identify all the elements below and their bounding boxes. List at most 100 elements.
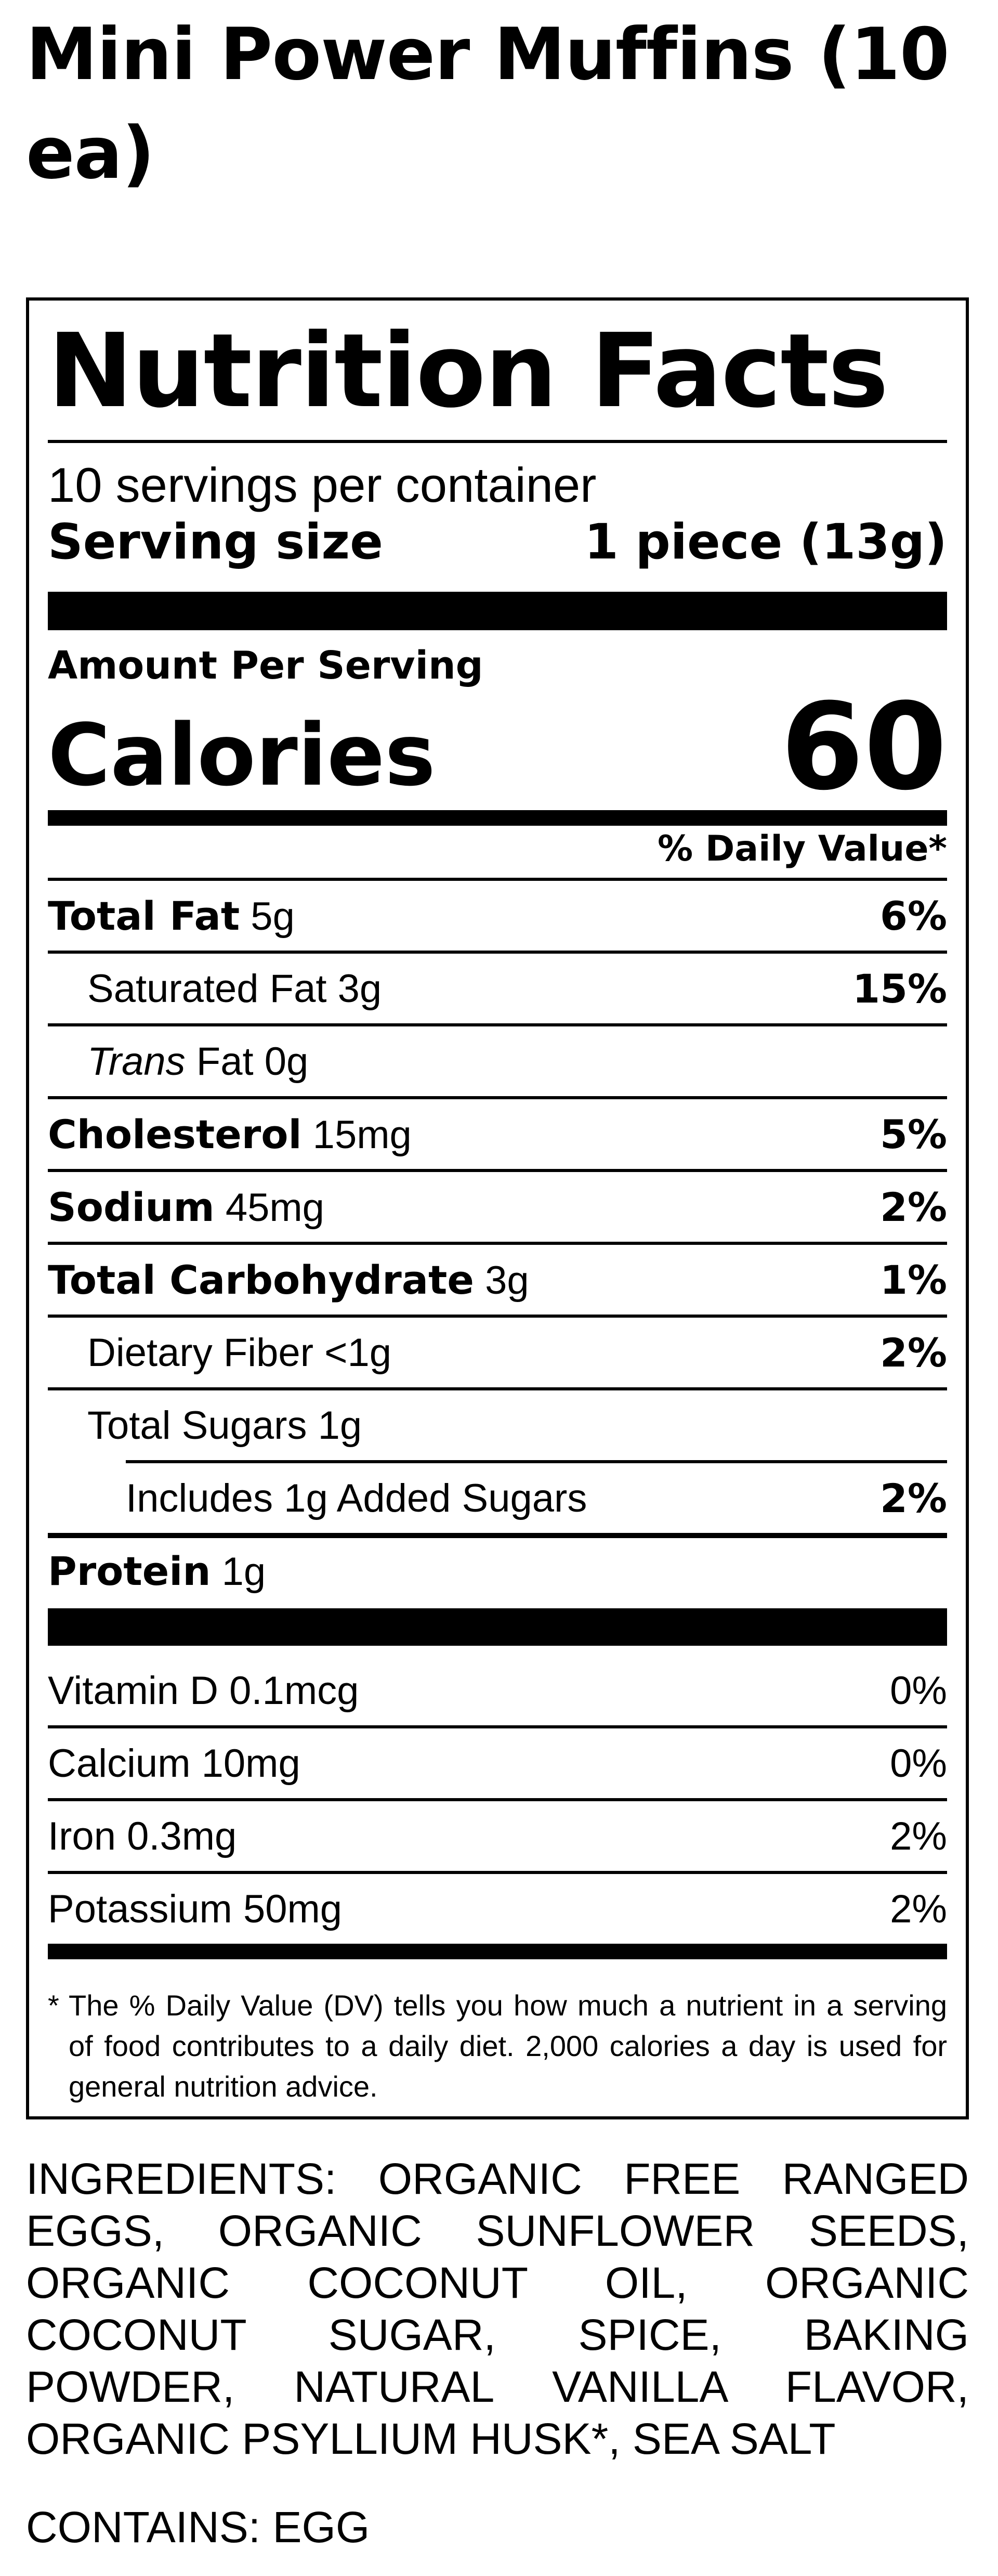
nutrient-name: Includes 1g Added Sugars	[126, 1476, 587, 1520]
vitamin-name: Vitamin D	[48, 1669, 219, 1713]
vitamin-amount: 50mg	[243, 1887, 343, 1931]
nutrient-amount: 1g	[318, 1403, 362, 1448]
row-divider	[48, 1315, 947, 1318]
row-divider	[48, 1725, 947, 1728]
vitamin-name: Iron	[48, 1814, 116, 1858]
vitamin-row-iron: Iron 0.3mg 2%	[48, 1798, 947, 1871]
vitamin-dv: 0%	[890, 1669, 947, 1713]
nutrient-row-dietary-fiber: Dietary Fiber <1g 2%	[48, 1315, 947, 1387]
row-divider	[48, 878, 947, 881]
nutrient-name: Saturated Fat	[87, 967, 327, 1011]
ingredients-list: INGREDIENTS: ORGANIC FREE RANGED EGGS, O…	[26, 2154, 969, 2463]
vitamin-row-calcium: Calcium 10mg 0%	[48, 1725, 947, 1798]
medium-divider	[48, 1944, 947, 1959]
nutrient-dv: 6%	[879, 893, 947, 939]
nutrient-name: Dietary Fiber	[87, 1331, 313, 1375]
nutrient-dv: 1%	[879, 1257, 947, 1303]
calories-value: 60	[780, 678, 947, 817]
nutrient-dv: 2%	[879, 1184, 947, 1230]
nutrient-row-trans-fat: Trans Fat 0g	[48, 1023, 947, 1096]
nutrient-row-sodium: Sodium 45mg 2%	[48, 1169, 947, 1242]
nutrient-row-cholesterol: Cholesterol 15mg 5%	[48, 1096, 947, 1169]
daily-value-header: % Daily Value*	[658, 828, 947, 869]
vitamin-text: Potassium 50mg	[48, 1883, 342, 1935]
row-divider	[48, 1387, 947, 1390]
serving-size-value: 1 piece (13g)	[584, 514, 947, 570]
nutrient-name: Total Fat	[48, 893, 240, 939]
nutrient-name-italic: Trans	[87, 1039, 186, 1084]
row-divider	[48, 1242, 947, 1245]
nutrient-name: Sodium	[48, 1184, 215, 1230]
vitamin-text: Iron 0.3mg	[48, 1811, 237, 1863]
nutrient-amount: <1g	[324, 1331, 392, 1375]
nutrient-name: Fat	[196, 1039, 254, 1084]
allergen-statement: CONTAINS: EGG	[26, 2503, 370, 2552]
nutrient-text: Cholesterol 15mg	[48, 1109, 412, 1161]
nutrient-amount: 15mg	[312, 1113, 412, 1157]
vitamin-name: Potassium	[48, 1887, 232, 1931]
divider	[48, 440, 947, 443]
vitamin-dv: 0%	[890, 1741, 947, 1786]
row-divider	[48, 1533, 947, 1538]
calories-row: Calories 60	[48, 685, 947, 810]
calories-label: Calories	[48, 706, 436, 805]
nutrient-text: Total Fat 5g	[48, 890, 295, 943]
nutrient-amount: 5g	[251, 894, 295, 939]
row-divider	[126, 1460, 947, 1463]
amount-per-serving: Amount Per Serving	[48, 643, 483, 688]
vitamin-row-vitamin-d: Vitamin D 0.1mcg 0%	[48, 1653, 947, 1725]
row-divider	[48, 1871, 947, 1874]
nutrient-text: Saturated Fat 3g	[87, 963, 382, 1015]
nutrient-text: Total Sugars 1g	[87, 1400, 362, 1452]
nutrient-amount: 3g	[485, 1258, 529, 1303]
nutrient-dv: 2%	[879, 1330, 947, 1376]
daily-value-footnote: * The % Daily Value (DV) tells you how m…	[48, 1985, 947, 2107]
medium-divider	[48, 810, 947, 826]
row-divider	[48, 951, 947, 954]
nutrient-text: Dietary Fiber <1g	[87, 1327, 391, 1379]
nutrient-text: Includes 1g Added Sugars	[126, 1473, 587, 1525]
nutrition-facts-heading: Nutrition Facts	[48, 312, 889, 431]
footnote-text: The % Daily Value (DV) tells you how muc…	[69, 1989, 947, 2103]
row-divider	[48, 1798, 947, 1801]
vitamin-dv: 2%	[890, 1887, 947, 1931]
serving-size-row: Serving size 1 piece (13g)	[48, 514, 947, 571]
nutrient-text: Sodium 45mg	[48, 1181, 324, 1234]
nutrient-row-total-carbohydrate: Total Carbohydrate 3g 1%	[48, 1242, 947, 1315]
product-title: Mini Power Muffins (10 ea)	[26, 12, 950, 195]
footnote-asterisk: *	[48, 1989, 59, 2022]
nutrient-amount: 1g	[221, 1550, 266, 1594]
nutrient-row-protein: Protein 1g	[48, 1533, 947, 1606]
row-divider	[48, 1096, 947, 1099]
nutrient-text: Total Carbohydrate 3g	[48, 1254, 529, 1307]
nutrient-amount: 3g	[337, 967, 382, 1011]
nutrient-row-added-sugars: Includes 1g Added Sugars 2%	[48, 1460, 947, 1533]
nutrient-name: Protein	[48, 1548, 211, 1594]
thick-divider	[48, 592, 947, 630]
nutrient-text: Trans Fat 0g	[87, 1036, 308, 1088]
nutrient-row-saturated-fat: Saturated Fat 3g 15%	[48, 951, 947, 1023]
nutrient-amount: 45mg	[225, 1186, 324, 1230]
nutrient-row-total-fat: Total Fat 5g 6%	[48, 878, 947, 951]
vitamin-amount: 0.3mg	[127, 1814, 237, 1858]
nutrient-row-total-sugars: Total Sugars 1g	[48, 1387, 947, 1460]
nutrient-dv: 2%	[879, 1475, 947, 1521]
vitamin-amount: 10mg	[201, 1741, 300, 1786]
servings-per-container: 10 servings per container	[48, 458, 597, 512]
nutrient-amount: 0g	[264, 1039, 309, 1084]
row-divider	[48, 1169, 947, 1172]
vitamin-row-potassium: Potassium 50mg 2%	[48, 1871, 947, 1944]
nutrient-dv: 15%	[852, 966, 947, 1012]
vitamin-dv: 2%	[890, 1814, 947, 1858]
vitamin-text: Calcium 10mg	[48, 1738, 300, 1790]
nutrient-name: Total Sugars	[87, 1403, 307, 1448]
nutrient-text: Protein 1g	[48, 1545, 266, 1598]
row-divider	[48, 1023, 947, 1026]
nutrition-facts-label: Nutrition Facts 10 servings per containe…	[26, 297, 969, 2119]
vitamin-name: Calcium	[48, 1741, 191, 1786]
nutrient-dv: 5%	[879, 1111, 947, 1157]
thick-divider	[48, 1608, 947, 1646]
nutrient-name: Cholesterol	[48, 1111, 302, 1157]
nutrition-facts-body: Nutrition Facts 10 servings per containe…	[48, 301, 947, 2116]
vitamin-text: Vitamin D 0.1mcg	[48, 1665, 359, 1717]
